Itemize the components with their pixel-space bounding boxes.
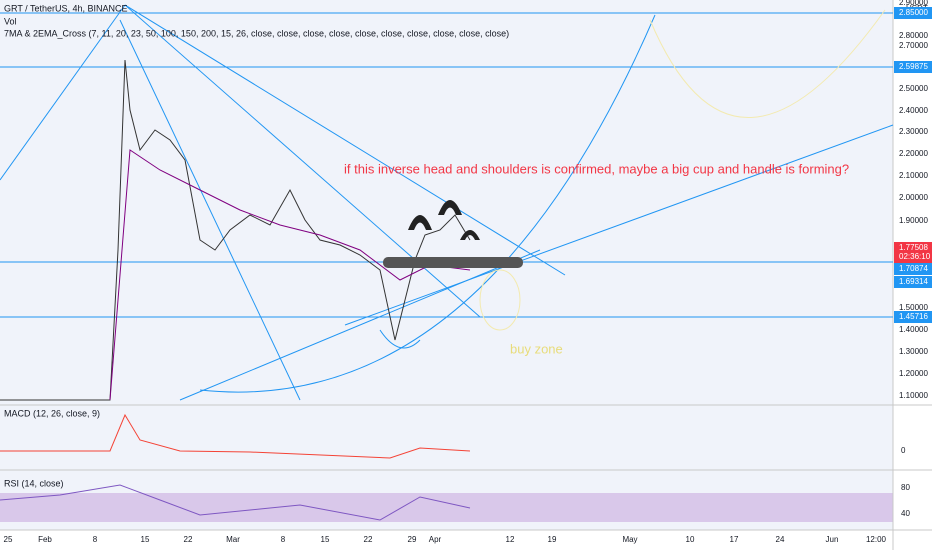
countdown: 02:36:10 bbox=[899, 252, 931, 261]
price-tick: 2.10000 bbox=[899, 171, 928, 180]
cup-drawing bbox=[649, 9, 886, 118]
price-tick: 2.80000 bbox=[899, 31, 928, 40]
level-tag bbox=[894, 61, 932, 73]
time-label: 19 bbox=[548, 535, 557, 544]
time-label: 22 bbox=[364, 535, 373, 544]
time-label: Apr bbox=[429, 535, 442, 544]
macd-tick: 0 bbox=[901, 446, 906, 455]
indicator-label: 7MA & 2EMA_Cross (7, 11, 20, 23, 50, 100… bbox=[4, 28, 509, 38]
level-tag bbox=[894, 276, 932, 288]
rsi-band bbox=[0, 493, 893, 522]
rsi-label: RSI (14, close) bbox=[4, 478, 64, 488]
level-label: 2.59875 bbox=[899, 62, 928, 71]
idea-note: if this inverse head and shoulders is co… bbox=[344, 161, 849, 176]
level-tag bbox=[894, 311, 932, 323]
price-tick: 2.30000 bbox=[899, 127, 928, 136]
buy-zone-note: buy zone bbox=[510, 341, 563, 356]
price-tick: 1.50000 bbox=[899, 303, 928, 312]
time-label: 22 bbox=[184, 535, 193, 544]
macd-path bbox=[0, 413, 471, 459]
time-label: 10 bbox=[686, 535, 695, 544]
last-price-tag bbox=[894, 242, 932, 263]
ma-path bbox=[109, 149, 471, 401]
time-label: May bbox=[622, 535, 637, 544]
price-path bbox=[0, 59, 471, 401]
macd-label: MACD (12, 26, close, 9) bbox=[4, 408, 100, 418]
price-tick: 1.90000 bbox=[899, 216, 928, 225]
time-label: 15 bbox=[141, 535, 150, 544]
price-tick: 2.50000 bbox=[899, 84, 928, 93]
price-tick: 1.30000 bbox=[899, 347, 928, 356]
last-price: 1.77508 bbox=[899, 243, 928, 252]
rsi-tick: 80 bbox=[901, 483, 910, 492]
symbol: GRT / TetherUS, 4h, BINANCE bbox=[4, 3, 128, 13]
price-tick: 2.00000 bbox=[899, 193, 928, 202]
level-label: 1.70874 bbox=[899, 264, 928, 273]
time-label: 17 bbox=[730, 535, 739, 544]
handle-drawing bbox=[479, 269, 521, 331]
time-label: Feb bbox=[38, 535, 52, 544]
price-tick: 2.70000 bbox=[899, 41, 928, 50]
time-label: 8 bbox=[281, 535, 286, 544]
price-tick: 2.90000 bbox=[899, 0, 928, 7]
time-label: 8 bbox=[93, 535, 98, 544]
time-label: Jun bbox=[826, 535, 839, 544]
time-label: 29 bbox=[408, 535, 417, 544]
head-shoulders bbox=[408, 200, 480, 240]
level-label: 1.69314 bbox=[899, 277, 928, 286]
time-label: 12 bbox=[506, 535, 515, 544]
price-tick: 1.40000 bbox=[899, 325, 928, 334]
time-label: 24 bbox=[776, 535, 785, 544]
price-tick: 1.20000 bbox=[899, 369, 928, 378]
rsi-tick: 40 bbox=[901, 509, 910, 518]
time-label: Mar bbox=[226, 535, 240, 544]
level-label: 1.45716 bbox=[899, 312, 928, 321]
price-tick: 2.40000 bbox=[899, 106, 928, 115]
price-tick: 1.10000 bbox=[899, 391, 928, 400]
time-label: 12:00 bbox=[866, 535, 887, 544]
price-tick: 2.20000 bbox=[899, 149, 928, 158]
neckline-marker bbox=[383, 257, 523, 268]
time-label: 15 bbox=[321, 535, 330, 544]
time-label: 25 bbox=[4, 535, 13, 544]
level-tag bbox=[894, 7, 932, 19]
level-tag bbox=[894, 263, 932, 275]
level-label: 2.85000 bbox=[899, 8, 928, 17]
vol-label: Vol bbox=[4, 16, 17, 26]
rsi-path bbox=[0, 484, 471, 521]
